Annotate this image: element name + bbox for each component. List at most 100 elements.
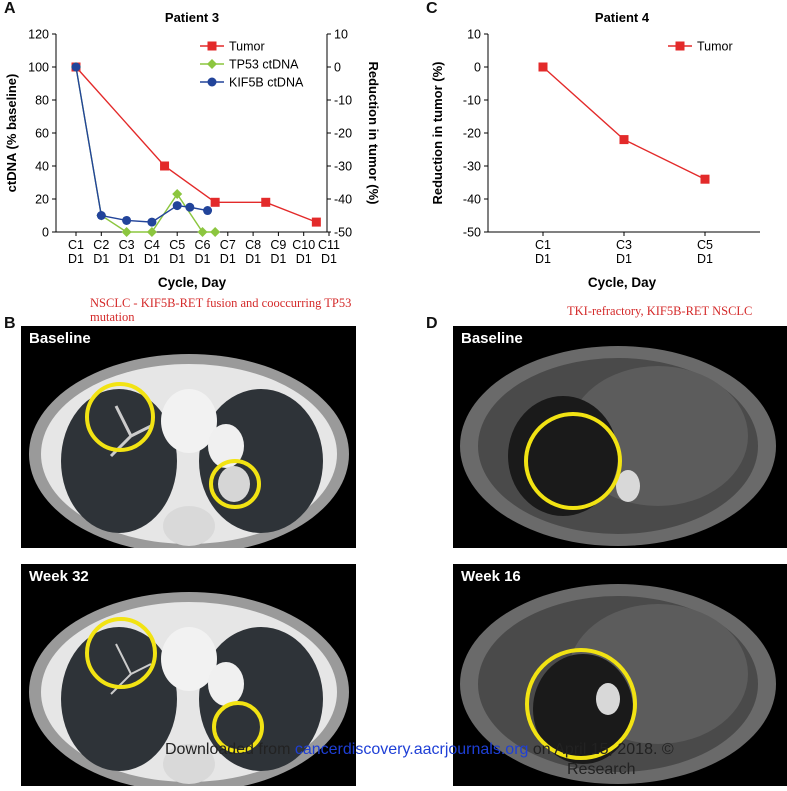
- scan-label: Week 32: [29, 568, 89, 585]
- x-tick-label-cycle: C10: [292, 238, 315, 252]
- x-tick-label-cycle: C11: [318, 238, 340, 252]
- note-panel-d: TKI-refractory, KIF5B-RET NSCLC: [567, 304, 753, 318]
- data-point: [121, 227, 132, 237]
- legend-label: TP53 ctDNA: [229, 58, 299, 72]
- x-tick-label-day: D1: [535, 252, 551, 266]
- y-tick-label: -40: [463, 193, 481, 207]
- legend-label: Tumor: [229, 40, 265, 54]
- x-tick-label-day: D1: [270, 252, 286, 266]
- panel-letter-a: A: [4, 0, 16, 17]
- data-point: [71, 62, 81, 72]
- data-point: [122, 215, 132, 225]
- download-suffix: on April 15, 2018. ©: [528, 741, 674, 758]
- data-point: [146, 227, 157, 237]
- legend-marker: [207, 41, 217, 51]
- x-tick-label-cycle: C5: [169, 238, 185, 252]
- y-tick-label-left: 20: [35, 193, 49, 207]
- data-point: [172, 201, 182, 211]
- x-axis-label: Cycle, Day: [158, 275, 227, 290]
- y-tick-label-right: -50: [334, 226, 352, 240]
- ct-scan-b-baseline: Baseline: [21, 326, 356, 548]
- x-tick-label-day: D1: [93, 252, 109, 266]
- data-point: [197, 227, 208, 237]
- data-point: [210, 197, 220, 207]
- data-point: [172, 189, 183, 200]
- x-tick-label-day: D1: [220, 252, 236, 266]
- x-tick-label-cycle: C6: [195, 238, 211, 252]
- y-tick-label-right: -20: [334, 127, 352, 141]
- y-tick-label: -30: [463, 160, 481, 174]
- x-tick-label-cycle: C1: [68, 238, 84, 252]
- lesion-circle: [524, 412, 622, 510]
- x-tick-label-cycle: C7: [220, 238, 236, 252]
- data-point: [96, 211, 106, 220]
- note-panel-b: NSCLC - KIF5B-RET fusion and cooccurring…: [90, 296, 352, 324]
- y-axis-label-right: Reduction in tumor (%): [366, 62, 381, 205]
- data-point: [160, 161, 170, 171]
- lung-ct-image: [460, 346, 776, 546]
- y-tick-label-left: 40: [35, 160, 49, 174]
- x-tick-label-cycle: C2: [93, 238, 109, 252]
- lung-ct-image: [460, 584, 776, 784]
- legend-label: Tumor: [697, 40, 733, 54]
- y-tick-label-left: 80: [35, 94, 49, 108]
- lesion-circle: [525, 648, 637, 760]
- ct-scan-d-week16: Week 16: [453, 564, 787, 786]
- y-tick-label: -10: [463, 94, 481, 108]
- y-tick-label: 0: [474, 61, 481, 75]
- chart-patient-3: Patient 3 0 20 40 60 80 100 120 -50 -40 -30 -20 -10 0…: [4, 10, 381, 290]
- legend-label: KIF5B ctDNA: [229, 76, 304, 90]
- x-tick-label-day: D1: [195, 252, 211, 266]
- x-tick-label-day: D1: [245, 252, 261, 266]
- x-tick-label-day: D1: [169, 252, 185, 266]
- chart-patient-4: Patient 4-50-40-30-20-10010C1D1C3D1C5D1C…: [430, 10, 760, 290]
- lesion-circle: [209, 459, 261, 509]
- x-tick-label-cycle: C4: [144, 238, 160, 252]
- series-line-kif5b-ctdna: [75, 66, 208, 223]
- data-point: [619, 135, 629, 145]
- y-tick-label-right: -30: [334, 160, 352, 174]
- x-tick-label-cycle: C5: [697, 238, 713, 252]
- scan-label: Baseline: [29, 330, 91, 347]
- panel-letter-d: D: [426, 315, 438, 332]
- x-tick-label-day: D1: [321, 252, 337, 266]
- chart-title: Patient 3: [165, 10, 219, 25]
- x-tick-label-day: D1: [144, 252, 160, 266]
- x-tick-label-day: D1: [119, 252, 135, 266]
- x-tick-label-cycle: C1: [535, 238, 551, 252]
- y-tick-label-right: -10: [334, 94, 352, 108]
- x-tick-label-day: D1: [616, 252, 632, 266]
- y-tick-label: -20: [463, 127, 481, 141]
- legend-marker: [207, 59, 217, 69]
- scan-label: Week 16: [461, 568, 521, 585]
- series-line-tumor: [542, 66, 706, 180]
- lung-ct-image: [29, 354, 349, 548]
- panel-letter-c: C: [426, 0, 438, 17]
- ct-scan-d-baseline: Baseline: [453, 326, 787, 548]
- y-tick-label-right: 10: [334, 28, 348, 42]
- download-prefix: Downloaded from: [165, 741, 295, 758]
- lung-ct-image: [29, 592, 349, 786]
- x-tick-label-day: D1: [296, 252, 312, 266]
- y-tick-label-left: 0: [42, 226, 49, 240]
- x-tick-label-cycle: C9: [270, 238, 286, 252]
- ct-scan-b-week32: Week 32: [21, 564, 356, 786]
- data-point: [203, 206, 213, 216]
- data-point: [185, 202, 195, 212]
- journal-link[interactable]: cancerdiscovery.aacrjournals.org: [294, 741, 529, 758]
- series-line-tumor: [75, 66, 317, 223]
- download-notice-line2: Research: [567, 761, 636, 778]
- y-axis-label-left: ctDNA (% baseline): [4, 74, 19, 193]
- x-tick-label-cycle: C8: [245, 238, 261, 252]
- y-tick-label-right: -40: [334, 193, 352, 207]
- legend-marker: [675, 41, 685, 51]
- data-point: [147, 217, 157, 227]
- lesion-circle: [85, 617, 157, 689]
- x-tick-label-day: D1: [68, 252, 84, 266]
- y-tick-label-left: 100: [28, 61, 49, 75]
- y-tick-label-right: 0: [334, 61, 341, 75]
- y-axis-label: Reduction in tumor (%): [430, 62, 445, 205]
- data-point: [538, 62, 548, 72]
- data-point: [210, 227, 221, 237]
- panel-letter-b: B: [4, 315, 16, 332]
